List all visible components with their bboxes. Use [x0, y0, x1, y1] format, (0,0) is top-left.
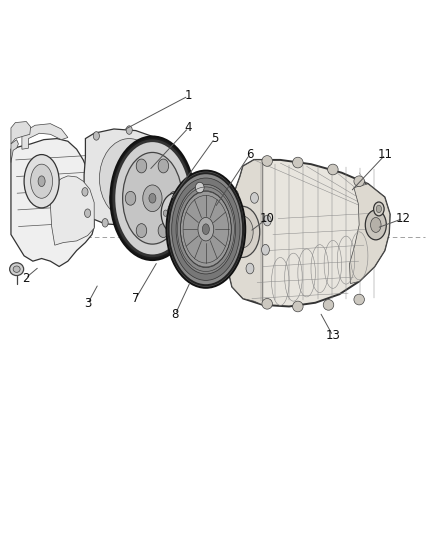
Ellipse shape [293, 301, 303, 312]
Ellipse shape [202, 224, 209, 235]
Polygon shape [228, 160, 390, 306]
Ellipse shape [24, 155, 59, 208]
Ellipse shape [215, 208, 223, 219]
Ellipse shape [195, 182, 204, 193]
Ellipse shape [125, 191, 136, 205]
Polygon shape [350, 184, 390, 284]
Ellipse shape [154, 211, 160, 220]
Ellipse shape [169, 173, 243, 285]
Text: 2: 2 [21, 272, 29, 285]
Ellipse shape [123, 152, 182, 244]
Ellipse shape [110, 187, 129, 213]
Ellipse shape [163, 210, 168, 216]
Ellipse shape [365, 210, 386, 240]
Ellipse shape [230, 190, 238, 200]
Ellipse shape [371, 217, 381, 232]
Ellipse shape [169, 158, 175, 167]
Ellipse shape [173, 196, 177, 203]
Ellipse shape [262, 156, 272, 166]
Ellipse shape [167, 201, 183, 225]
Ellipse shape [180, 191, 231, 268]
Ellipse shape [225, 206, 260, 257]
Text: 1: 1 [184, 90, 192, 102]
Ellipse shape [213, 238, 221, 248]
Text: 11: 11 [378, 148, 393, 161]
Ellipse shape [155, 137, 161, 146]
Polygon shape [228, 160, 263, 305]
Ellipse shape [246, 263, 254, 274]
Text: 7: 7 [132, 292, 140, 305]
Text: 8: 8 [172, 308, 179, 321]
Ellipse shape [143, 185, 162, 212]
Polygon shape [117, 161, 148, 185]
Ellipse shape [263, 215, 271, 226]
Ellipse shape [231, 216, 253, 248]
Ellipse shape [354, 294, 364, 305]
Text: 6: 6 [246, 148, 254, 161]
Ellipse shape [167, 198, 173, 207]
Ellipse shape [102, 219, 108, 227]
Ellipse shape [166, 171, 245, 288]
Ellipse shape [161, 193, 189, 233]
Ellipse shape [172, 209, 178, 217]
Ellipse shape [85, 209, 91, 217]
Ellipse shape [110, 136, 194, 260]
Ellipse shape [114, 141, 191, 256]
Text: 4: 4 [184, 122, 192, 134]
Ellipse shape [13, 266, 20, 272]
Text: 10: 10 [260, 212, 275, 225]
Text: 3: 3 [84, 297, 91, 310]
Ellipse shape [374, 202, 384, 216]
Polygon shape [11, 122, 31, 144]
Text: 12: 12 [396, 212, 410, 225]
Ellipse shape [31, 164, 53, 198]
Ellipse shape [251, 192, 258, 203]
Ellipse shape [262, 298, 272, 309]
Ellipse shape [176, 184, 236, 274]
Ellipse shape [328, 164, 338, 175]
Ellipse shape [93, 132, 99, 140]
Ellipse shape [99, 139, 159, 219]
Ellipse shape [354, 176, 364, 187]
Ellipse shape [376, 205, 381, 213]
Text: 13: 13 [325, 329, 340, 342]
Ellipse shape [173, 224, 177, 230]
Ellipse shape [261, 245, 269, 255]
Polygon shape [11, 140, 18, 163]
Ellipse shape [38, 176, 45, 187]
Ellipse shape [183, 210, 187, 216]
Ellipse shape [198, 217, 214, 241]
Ellipse shape [293, 157, 303, 168]
Ellipse shape [172, 178, 240, 280]
Text: 5: 5 [211, 132, 218, 145]
Ellipse shape [82, 188, 88, 196]
Polygon shape [50, 176, 94, 245]
Ellipse shape [226, 261, 234, 271]
Ellipse shape [158, 159, 169, 173]
Polygon shape [11, 139, 94, 266]
Ellipse shape [149, 193, 156, 203]
Ellipse shape [136, 224, 147, 238]
Ellipse shape [166, 180, 174, 191]
Ellipse shape [10, 263, 24, 276]
Ellipse shape [323, 300, 334, 310]
Ellipse shape [169, 191, 180, 205]
Ellipse shape [158, 224, 169, 238]
Ellipse shape [136, 159, 147, 173]
Polygon shape [22, 124, 68, 149]
Ellipse shape [126, 126, 132, 134]
Polygon shape [84, 129, 174, 225]
